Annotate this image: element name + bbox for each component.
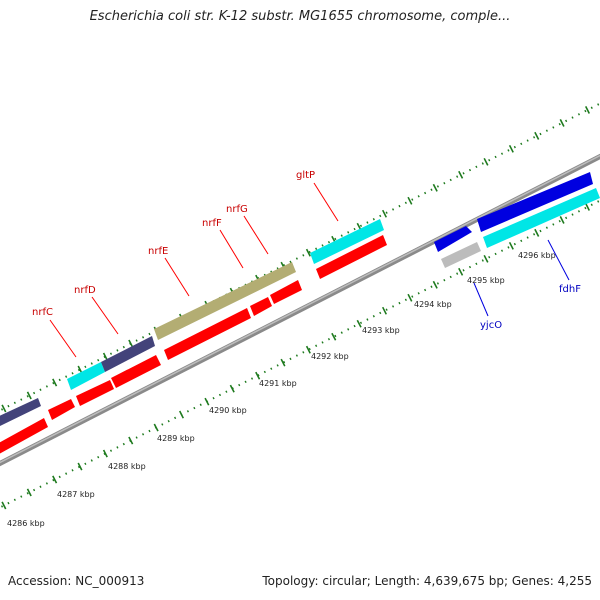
inner-major-tick (305, 345, 311, 354)
outer-major-tick (52, 378, 58, 387)
feature-olive-nrfE[interactable] (154, 262, 296, 340)
outer-major-tick (26, 391, 32, 400)
outer-major-tick (584, 106, 591, 114)
kbp-label-4292: 4292 kbp (311, 352, 349, 361)
inner-major-tick (483, 254, 489, 263)
kbp-label-4294: 4294 kbp (414, 300, 452, 309)
genome-summary-text: Topology: circular; Length: 4,639,675 bp… (262, 574, 592, 588)
leader-nrfE (164, 257, 190, 297)
kbp-label-4287: 4287 kbp (57, 490, 95, 499)
gene-label-gltP[interactable]: gltP (296, 170, 315, 181)
inner-major-tick (26, 488, 32, 497)
inner-major-tick (584, 203, 591, 211)
outer-major-tick (458, 170, 464, 179)
map-title: Escherichia coli str. K-12 substr. MG165… (89, 9, 511, 24)
feature-red-2[interactable] (48, 399, 75, 420)
inner-major-tick (153, 423, 159, 432)
kbp-label-4295: 4295 kbp (467, 276, 505, 285)
outer-major-tick (381, 209, 388, 218)
leader-fdhF (547, 239, 570, 281)
inner-major-tick (458, 267, 464, 276)
kbp-label-4289: 4289 kbp (157, 434, 195, 443)
accession-text: Accession: NC_000913 (8, 574, 145, 588)
leader-yjcO (473, 282, 489, 317)
inner-major-tick (77, 462, 83, 471)
leader-nrfF (219, 229, 244, 269)
feature-grey-yjcO[interactable] (441, 242, 481, 268)
inner-major-tick (255, 371, 261, 380)
inner-major-tick (52, 475, 58, 484)
feature-red-gltP[interactable] (316, 235, 387, 279)
kbp-label-4291: 4291 kbp (259, 379, 297, 388)
feature-red-7[interactable] (270, 280, 302, 304)
gene-leader-lines (49, 182, 570, 358)
inner-major-tick (381, 306, 388, 315)
gene-label-nrfC[interactable]: nrfC (32, 307, 53, 318)
kbp-label-4293: 4293 kbp (362, 326, 400, 335)
leader-nrfG (243, 215, 269, 255)
feature-cyan-lower[interactable] (483, 188, 600, 248)
outer-major-tick (483, 157, 489, 166)
feature-blue-fdhF[interactable] (477, 172, 593, 232)
gene-label-nrfG[interactable]: nrfG (226, 204, 248, 215)
feature-navy-nrfD[interactable] (101, 336, 155, 372)
inner-major-tick (229, 384, 235, 393)
inner-major-tick (508, 241, 514, 250)
feature-cyan-gltP[interactable] (310, 219, 384, 264)
kbp-label-4290: 4290 kbp (209, 406, 247, 415)
inner-major-tick (128, 436, 134, 445)
feature-blue-upper-small[interactable] (434, 226, 472, 252)
leader-nrfD (91, 296, 119, 335)
lower-feature-lane (0, 188, 600, 454)
outer-major-tick (305, 248, 311, 257)
feature-red-1[interactable] (0, 418, 48, 454)
inner-major-ticks (1, 203, 591, 510)
inner-major-tick (432, 280, 438, 289)
inner-major-tick (356, 319, 362, 328)
inner-major-tick (559, 216, 565, 224)
feature-red-3[interactable] (76, 380, 114, 406)
gene-label-nrfE[interactable]: nrfE (148, 246, 168, 257)
kbp-label-4288: 4288 kbp (108, 462, 146, 471)
chromosome-backbone-highlight (0, 154, 600, 464)
gene-label-nrfD[interactable]: nrfD (74, 285, 96, 296)
kbp-label-4286: 4286 kbp (7, 519, 45, 528)
outer-major-tick (534, 131, 540, 140)
leader-nrfC (49, 319, 77, 358)
inner-major-tick (407, 293, 413, 302)
inner-major-tick (178, 410, 185, 419)
outer-major-tick (1, 404, 7, 413)
gene-label-fdhF[interactable]: fdhF (559, 284, 581, 295)
outer-major-tick (102, 352, 108, 361)
outer-major-ticks (1, 106, 591, 413)
inner-major-tick (102, 449, 108, 458)
upper-feature-lane (0, 172, 593, 427)
kbp-label-4296: 4296 kbp (518, 251, 556, 260)
feature-navy-upper[interactable] (0, 398, 41, 427)
outer-major-tick (432, 183, 438, 192)
outer-major-tick (407, 196, 413, 205)
inner-major-tick (331, 332, 337, 341)
kbp-scale: 4286 kbp 4287 kbp 4288 kbp 4289 kbp 4290… (7, 251, 556, 528)
outer-major-tick (128, 339, 134, 348)
inner-major-tick (280, 358, 286, 367)
outer-major-tick (508, 144, 514, 153)
chromosome-backbone (0, 153, 600, 467)
outer-major-tick (559, 119, 565, 127)
feature-cyan-upper[interactable] (67, 362, 105, 390)
feature-red-6[interactable] (250, 297, 272, 316)
feature-red-4[interactable] (111, 355, 161, 388)
gene-label-nrfF[interactable]: nrfF (202, 218, 222, 229)
feature-red-5[interactable] (164, 308, 251, 360)
inner-major-tick (534, 228, 540, 237)
inner-major-tick (204, 397, 210, 406)
gene-labels: nrfC nrfD nrfE nrfF nrfG gltP yjcO fdhF (32, 170, 581, 331)
inner-major-tick (1, 501, 7, 510)
gene-label-yjcO[interactable]: yjcO (480, 320, 502, 331)
leader-gltP (313, 182, 339, 222)
